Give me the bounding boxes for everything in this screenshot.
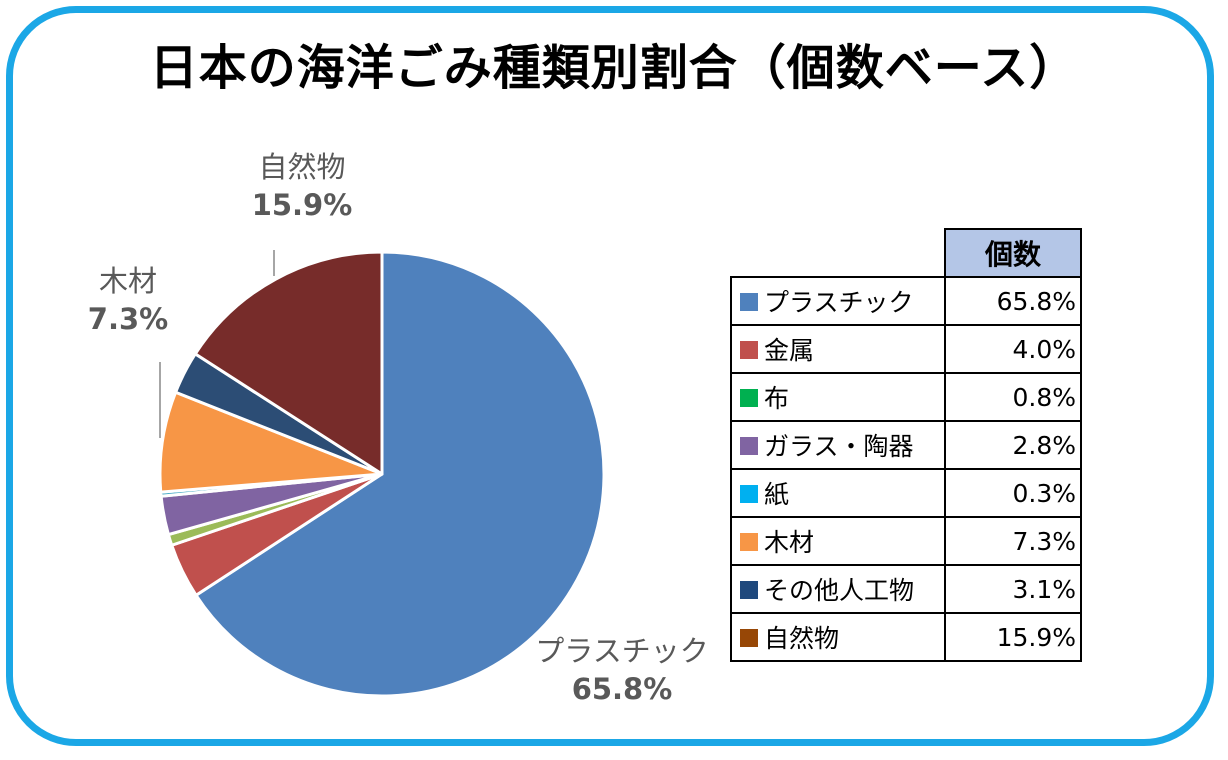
legend-item-name: 紙 [730, 468, 946, 518]
pie-slice-5 [158, 390, 384, 494]
chart-title: 日本の海洋ごみ種類別割合（個数ベース） [149, 40, 1079, 96]
legend-item-value: 4.0% [944, 324, 1082, 374]
legend-item-value: 0.8% [944, 372, 1082, 422]
pie-label-natural-name: 自然物 [258, 150, 346, 184]
legend-item-label: 紙 [764, 480, 790, 509]
pie-slice-0 [194, 250, 606, 698]
legend-item-value: 2.8% [944, 420, 1082, 470]
legend-item-name: ガラス・陶器 [730, 420, 946, 470]
legend-item-value: 3.1% [944, 564, 1082, 614]
legend-swatch [740, 341, 758, 359]
pie-label-plastic-pct: 65.8% [571, 672, 673, 707]
legend-row: 布 0.8% [730, 372, 1082, 422]
legend-item-value: 7.3% [944, 516, 1082, 566]
legend-swatch [740, 437, 758, 455]
legend-swatch [740, 293, 758, 311]
legend-swatch [740, 629, 758, 647]
legend-item-label: 木材 [764, 528, 815, 557]
legend-item-name: プラスチック [730, 276, 946, 326]
legend-row: ガラス・陶器 2.8% [730, 420, 1082, 470]
pie-label-natural-pct: 15.9% [251, 188, 353, 223]
legend-swatch [740, 485, 758, 503]
pie-label-plastic-name: プラスチック [535, 634, 709, 668]
legend-item-label: その他人工物 [764, 576, 915, 605]
pie-label-wood-name: 木材 [98, 264, 157, 298]
pie-slice-7 [193, 250, 384, 476]
legend-item-name: 木材 [730, 516, 946, 566]
pie-label-plastic: プラスチック 65.8% [522, 632, 722, 709]
legend-swatch [740, 389, 758, 407]
legend-item-value: 0.3% [944, 468, 1082, 518]
legend-item-name: 自然物 [730, 612, 946, 662]
legend-item-label: 金属 [764, 336, 815, 365]
pie-label-wood: 木材 7.3% [70, 262, 186, 339]
legend-item-label: 布 [764, 384, 790, 413]
legend-swatch [740, 581, 758, 599]
pie-label-natural: 自然物 15.9% [232, 148, 372, 225]
legend-item-label: 自然物 [764, 624, 840, 653]
legend-item-label: ガラス・陶器 [764, 432, 914, 461]
legend-table-header: 個数 [944, 228, 1082, 278]
legend-item-name: 布 [730, 372, 946, 422]
legend-swatch [740, 533, 758, 551]
legend-item-value: 65.8% [944, 276, 1082, 326]
legend-item-label: プラスチック [764, 288, 914, 317]
legend-table: 個数 プラスチック 65.8% 金属 4.0% 布 0.8% ガラス・陶器 2.8% 紙 0.3%… [730, 228, 1082, 662]
legend-item-value: 15.9% [944, 612, 1082, 662]
legend-row: プラスチック 65.8% [730, 276, 1082, 326]
legend-item-name: その他人工物 [730, 564, 946, 614]
legend-item-name: 金属 [730, 324, 946, 374]
pie-label-wood-pct: 7.3% [87, 302, 169, 337]
legend-table-corner [731, 229, 945, 277]
legend-row: 自然物 15.9% [730, 612, 1082, 662]
legend-row: 紙 0.3% [730, 468, 1082, 518]
legend-row: 金属 4.0% [730, 324, 1082, 374]
legend-row: 木材 7.3% [730, 516, 1082, 566]
legend-row: その他人工物 3.1% [730, 564, 1082, 614]
